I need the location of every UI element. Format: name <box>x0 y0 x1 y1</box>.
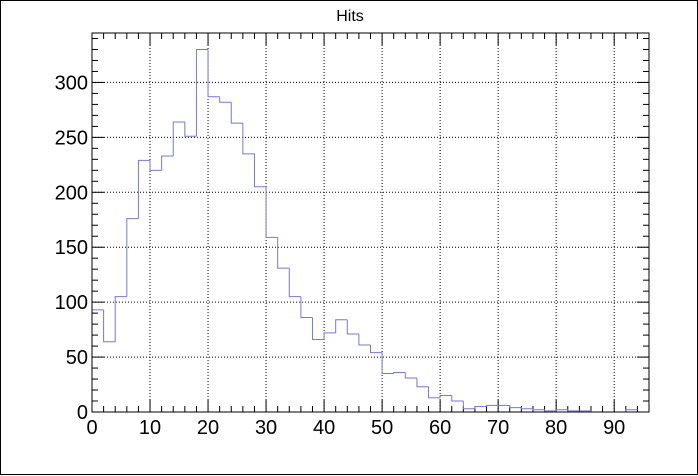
x-tick-label: 30 <box>255 417 277 439</box>
y-tick-label: 200 <box>55 182 88 204</box>
histogram-bin <box>451 395 464 402</box>
histogram-bin <box>288 268 301 298</box>
histogram-bin <box>184 121 197 137</box>
histogram-bin <box>346 319 359 335</box>
histogram-bin <box>625 409 638 412</box>
histogram-bin <box>230 102 243 124</box>
y-tick-label: 100 <box>55 292 88 314</box>
histogram-bin <box>486 404 499 407</box>
histogram-bin <box>161 155 174 171</box>
histogram-bin <box>114 296 127 342</box>
plot-frame <box>91 32 650 413</box>
histogram-bin <box>439 395 452 398</box>
histogram-bin <box>195 48 209 137</box>
x-tick-label: 20 <box>197 417 219 439</box>
y-tick-label: 250 <box>55 127 88 149</box>
histogram-bin <box>393 371 406 374</box>
x-tick-label: 40 <box>313 417 335 439</box>
x-tick-label: 90 <box>603 417 625 439</box>
histogram-bin <box>532 408 545 411</box>
histogram-bin <box>253 153 267 188</box>
histogram-bin <box>277 237 290 269</box>
histogram-bin <box>462 401 475 410</box>
y-tick-label: 0 <box>77 402 88 424</box>
histogram-bin <box>323 332 336 340</box>
histogram-bin <box>300 296 313 319</box>
histogram-bin <box>219 96 232 103</box>
x-tick-label: 50 <box>371 417 393 439</box>
x-tick-label: 10 <box>139 417 161 439</box>
histogram-bin <box>242 123 255 155</box>
histogram-bin <box>370 344 383 354</box>
histogram-bin <box>358 334 371 346</box>
x-tick-label: 70 <box>487 417 509 439</box>
x-tick-label: 60 <box>429 417 451 439</box>
histogram-bin <box>474 406 487 409</box>
histogram-bin <box>381 352 394 375</box>
histogram-bin <box>520 407 533 410</box>
histogram-bin <box>126 218 139 297</box>
histogram-bin <box>555 409 568 411</box>
histogram-bin <box>404 372 417 379</box>
histogram-bin <box>103 309 116 343</box>
histogram-bin <box>311 317 325 340</box>
histogram-bin <box>172 121 185 157</box>
histogram-bin <box>567 409 580 412</box>
histogram-bin <box>137 159 151 219</box>
x-tick-label: 80 <box>545 417 567 439</box>
histogram-bin <box>335 319 348 333</box>
histogram-bin <box>428 386 441 399</box>
y-tick-label: 50 <box>66 347 88 369</box>
histogram-bin <box>207 49 220 98</box>
histogram-bin <box>544 409 557 412</box>
y-tick-label: 300 <box>55 72 88 94</box>
histogram-bin <box>509 405 522 409</box>
histogram-bin <box>416 377 429 388</box>
histogram-bin <box>149 160 162 171</box>
chart-title: Hits <box>336 8 364 25</box>
y-tick-label: 150 <box>55 237 88 259</box>
x-tick-label: 0 <box>86 417 97 439</box>
histogram-bin <box>265 186 278 238</box>
